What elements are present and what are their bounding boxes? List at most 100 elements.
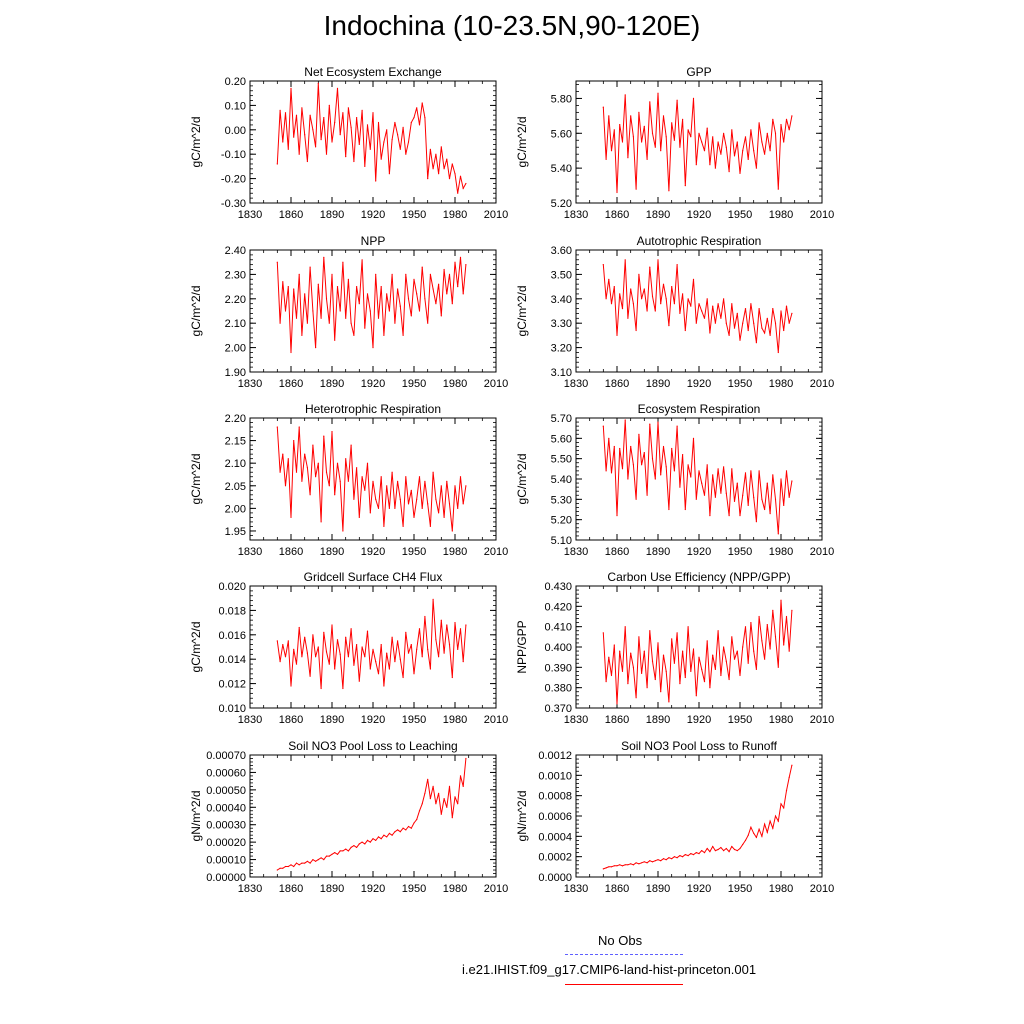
plot-frame <box>575 754 823 878</box>
chart-title: Carbon Use Efficiency (NPP/GPP) <box>607 570 790 584</box>
data-point <box>405 829 407 831</box>
data-point <box>339 134 341 136</box>
data-point <box>465 264 467 266</box>
data-point <box>627 683 629 685</box>
y-tick-label: 2.20 <box>225 294 246 306</box>
data-point <box>380 476 382 478</box>
x-tick-label: 1950 <box>728 378 752 390</box>
data-point <box>758 308 760 310</box>
x-tick-label: 1950 <box>402 209 426 221</box>
data-point <box>448 273 451 275</box>
data-point <box>446 806 448 808</box>
data-point <box>753 496 755 498</box>
data-point <box>613 445 615 448</box>
data-point <box>764 508 766 511</box>
data-point <box>761 498 763 500</box>
data-point <box>295 471 298 473</box>
data-point <box>388 668 390 670</box>
data-point <box>301 656 303 658</box>
data-point <box>649 630 651 632</box>
data-point <box>369 148 371 150</box>
data-point <box>457 507 459 509</box>
data-point <box>295 862 298 864</box>
data-point <box>290 685 292 687</box>
data-point <box>279 661 281 663</box>
y-tick-label: 5.20 <box>551 515 572 527</box>
data-point <box>725 492 727 494</box>
data-point <box>698 853 700 855</box>
data-point <box>290 864 292 866</box>
y-tick-label: 5.70 <box>551 413 572 425</box>
data-point <box>676 99 678 101</box>
data-point <box>682 454 684 456</box>
data-point <box>331 431 333 433</box>
chart-panel-7: Gridcell Surface CH4 Flux gC/m^2/d 1830 186… <box>189 570 508 726</box>
data-point <box>695 322 697 324</box>
data-point <box>331 624 333 626</box>
data-point <box>714 167 717 169</box>
data-point <box>462 661 464 663</box>
data-point <box>668 190 670 192</box>
data-point <box>375 661 377 663</box>
data-point <box>421 507 423 509</box>
data-point <box>668 857 670 859</box>
data-point <box>399 658 401 660</box>
data-point <box>731 468 733 470</box>
data-point <box>350 444 352 446</box>
data-point <box>777 666 779 668</box>
data-point <box>361 646 363 648</box>
data-point <box>750 470 752 472</box>
x-tick-label: 1950 <box>728 714 752 726</box>
data-point <box>432 168 434 170</box>
data-point <box>725 146 727 148</box>
y-tick-label: 0.0004 <box>538 831 572 843</box>
data-point <box>386 129 388 131</box>
x-tick-label: 1980 <box>769 209 793 221</box>
data-point <box>673 139 676 141</box>
chart-panel-3: NPP gC/m^2/d 1830 1860 1890 1920 1950 1980 2010 1… <box>189 234 508 390</box>
data-point <box>785 790 788 792</box>
data-point <box>440 619 442 621</box>
data-point <box>646 687 648 689</box>
x-tick-label: 1860 <box>279 209 303 221</box>
chart-title: Soil NO3 Pool Loss to Leaching <box>288 739 457 753</box>
data-point <box>758 615 760 618</box>
chart-panel-5: Heterotrophic Respiration gC/m^2/d 1830 186… <box>189 402 508 558</box>
y-tick-label: 3.60 <box>551 245 572 257</box>
data-point <box>309 266 311 268</box>
data-point <box>309 675 311 677</box>
chart-title: Ecosystem Respiration <box>638 402 761 416</box>
data-point <box>651 132 654 134</box>
data-point <box>660 303 662 305</box>
chart-title: NPP <box>361 234 386 248</box>
data-point <box>671 122 673 124</box>
data-point <box>621 865 624 867</box>
data-point <box>703 681 706 683</box>
data-point <box>405 476 407 478</box>
data-point <box>777 188 779 190</box>
chart-panel-8: Carbon Use Efficiency (NPP/GPP) NPP/GPP 18… <box>515 570 834 726</box>
data-point <box>421 803 423 805</box>
data-point <box>293 865 295 868</box>
chart-panel-10: Soil NO3 Pool Loss to Runoff gN/m^2/d 1830… <box>515 739 834 895</box>
data-point <box>328 855 330 857</box>
data-point <box>402 126 404 128</box>
data-point <box>731 636 733 638</box>
data-point <box>397 640 399 642</box>
data-point <box>635 862 637 864</box>
y-tick-label: 2.10 <box>225 458 246 470</box>
y-axis-label: gC/m^2/d <box>515 286 529 337</box>
data-point <box>421 266 423 268</box>
data-point <box>780 478 782 480</box>
series-line <box>602 419 793 534</box>
y-tick-label: 0.420 <box>544 601 572 613</box>
x-tick-label: 1860 <box>605 546 629 558</box>
data-point <box>769 513 771 515</box>
data-point <box>605 298 607 300</box>
data-point <box>788 129 790 131</box>
data-point <box>386 836 388 838</box>
data-point <box>643 288 645 290</box>
data-point <box>295 114 298 116</box>
data-point <box>306 652 308 654</box>
data-point <box>709 515 711 517</box>
